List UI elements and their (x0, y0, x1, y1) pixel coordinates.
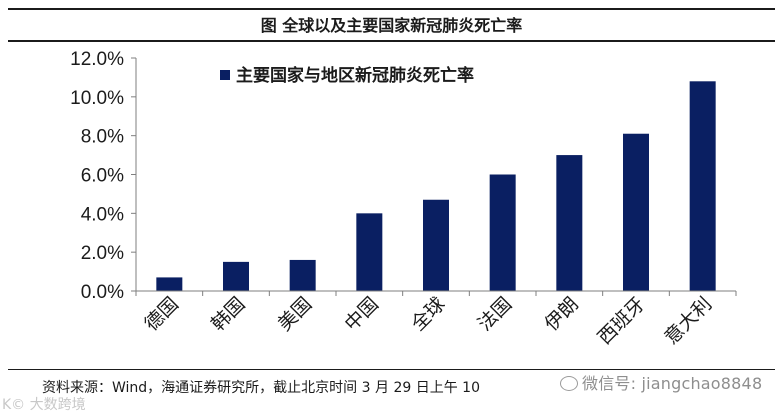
y-tick-label: 4.0% (81, 204, 124, 225)
legend-label: 主要国家与地区新冠肺炎死亡率 (236, 65, 474, 85)
legend: 主要国家与地区新冠肺炎死亡率 (220, 65, 474, 85)
bars (156, 81, 716, 291)
x-tick-label: 德国 (140, 293, 182, 335)
y-tick-label: 2.0% (81, 243, 124, 264)
y-tick-label: 0.0% (81, 282, 124, 303)
bottom-rule (8, 369, 775, 370)
bar (689, 81, 716, 291)
y-axis: 0.0% 2.0% 4.0% 6.0% 8.0% 10.0% 12.0% (70, 49, 137, 303)
x-tick-label: 法国 (474, 293, 516, 335)
bar-chart: 0.0% 2.0% 4.0% 6.0% 8.0% 10.0% 12.0% 德国 韩国 美国 中国全… (70, 49, 737, 349)
title-underline (8, 40, 775, 42)
watermark-right: 微信号: jiangchao8848 (560, 370, 762, 394)
y-tick-label: 6.0% (81, 166, 124, 187)
bar (556, 155, 583, 291)
legend-swatch (220, 70, 230, 80)
x-axis: 德国 韩国 美国 中国 全球 法国 伊朗 西班牙 意大利 (135, 290, 737, 349)
y-tick-label: 12.0% (70, 49, 124, 70)
x-tick-label: 美国 (274, 293, 316, 335)
bar (423, 199, 449, 291)
bar (289, 259, 316, 291)
x-tick-label: 全球 (407, 293, 449, 335)
source-note: 资料来源：Wind，海通证券研究所，截止北京时间 3 月 29 日上午 10 (42, 380, 480, 396)
bar (623, 133, 649, 291)
x-tick-label: 西班牙 (594, 293, 650, 349)
page-title: 图 全球以及主要国家新冠肺炎死亡率 (260, 16, 523, 35)
bar (156, 277, 183, 291)
x-tick-label: 伊朗 (540, 293, 582, 335)
top-rule (8, 8, 775, 10)
wechat-icon (560, 376, 578, 391)
bar (356, 213, 383, 291)
bar (223, 261, 249, 291)
y-tick-label: 10.0% (70, 88, 124, 109)
x-tick-label: 中国 (340, 293, 382, 335)
watermark-left: K© 大数跨境 (2, 397, 86, 413)
x-tick-label: 韩国 (207, 293, 249, 335)
x-tick-label: 意大利 (660, 293, 716, 349)
bar (489, 174, 516, 291)
y-tick-label: 8.0% (81, 127, 124, 148)
watermark-text: 微信号: jiangchao8848 (582, 374, 763, 393)
